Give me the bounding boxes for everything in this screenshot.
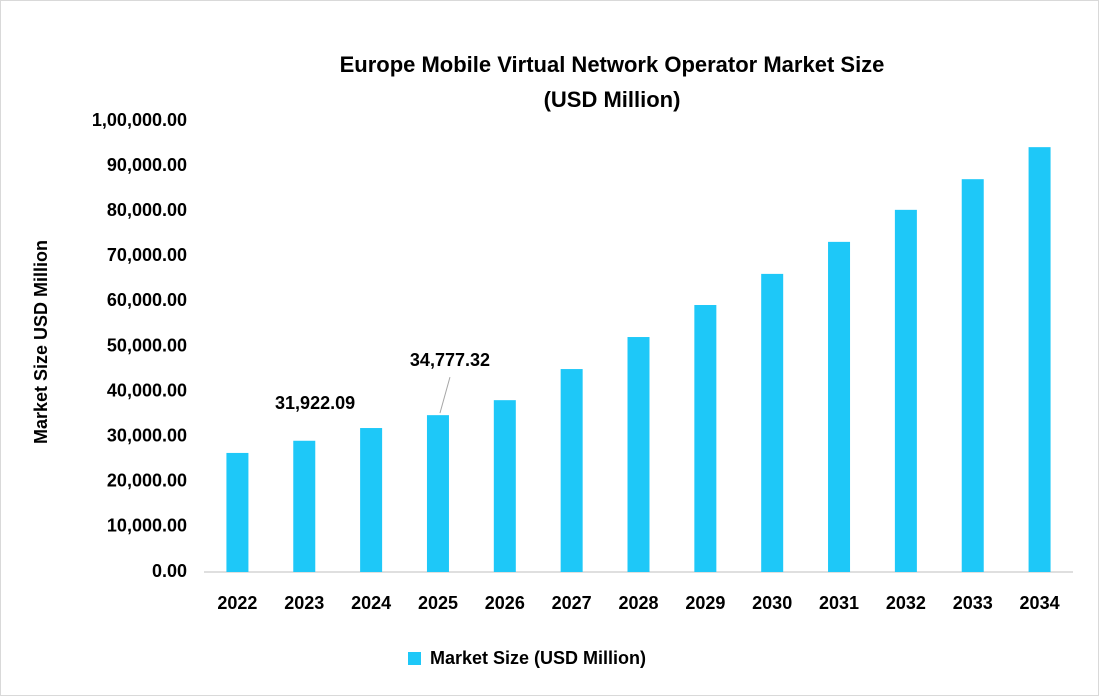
x-tick-label: 2032	[886, 593, 926, 613]
bar	[426, 415, 449, 572]
x-tick-label: 2034	[1020, 593, 1060, 613]
x-tick-label: 2022	[217, 593, 257, 613]
bar	[627, 337, 650, 572]
y-tick-label: 40,000.00	[107, 380, 187, 400]
data-label: 31,922.09	[275, 393, 355, 413]
chart-title: Europe Mobile Virtual Network Operator M…	[340, 52, 885, 77]
x-tick-label: 2028	[618, 593, 658, 613]
bar	[961, 179, 984, 572]
x-tick-label: 2029	[685, 593, 725, 613]
legend-label: Market Size (USD Million)	[430, 648, 646, 668]
bar	[694, 305, 717, 572]
bar	[761, 273, 784, 572]
x-tick-label: 2033	[953, 593, 993, 613]
bar	[493, 400, 516, 572]
bar	[293, 440, 316, 572]
y-tick-label: 80,000.00	[107, 200, 187, 220]
x-tick-label: 2026	[485, 593, 525, 613]
y-tick-label: 20,000.00	[107, 471, 187, 491]
bar	[1028, 147, 1051, 572]
y-tick-label: 60,000.00	[107, 290, 187, 310]
y-tick-label: 50,000.00	[107, 335, 187, 355]
x-tick-label: 2023	[284, 593, 324, 613]
y-tick-label: 90,000.00	[107, 155, 187, 175]
y-axis-label: Market Size USD Million	[31, 240, 51, 444]
x-tick-label: 2027	[552, 593, 592, 613]
data-label: 34,777.32	[410, 350, 490, 370]
y-tick-label: 70,000.00	[107, 245, 187, 265]
y-tick-label: 30,000.00	[107, 425, 187, 445]
y-tick-label: 0.00	[152, 561, 187, 581]
legend-swatch	[408, 652, 421, 665]
bar	[226, 452, 249, 572]
bar	[560, 369, 583, 572]
x-tick-label: 2031	[819, 593, 859, 613]
y-tick-label: 1,00,000.00	[92, 110, 187, 130]
y-tick-label: 10,000.00	[107, 516, 187, 536]
chart-title: (USD Million)	[544, 87, 681, 112]
bar	[360, 428, 383, 572]
bar	[894, 209, 917, 573]
x-tick-label: 2030	[752, 593, 792, 613]
bar	[828, 241, 851, 573]
leader-line	[439, 377, 451, 414]
x-tick-label: 2025	[418, 593, 458, 613]
x-tick-label: 2024	[351, 593, 391, 613]
